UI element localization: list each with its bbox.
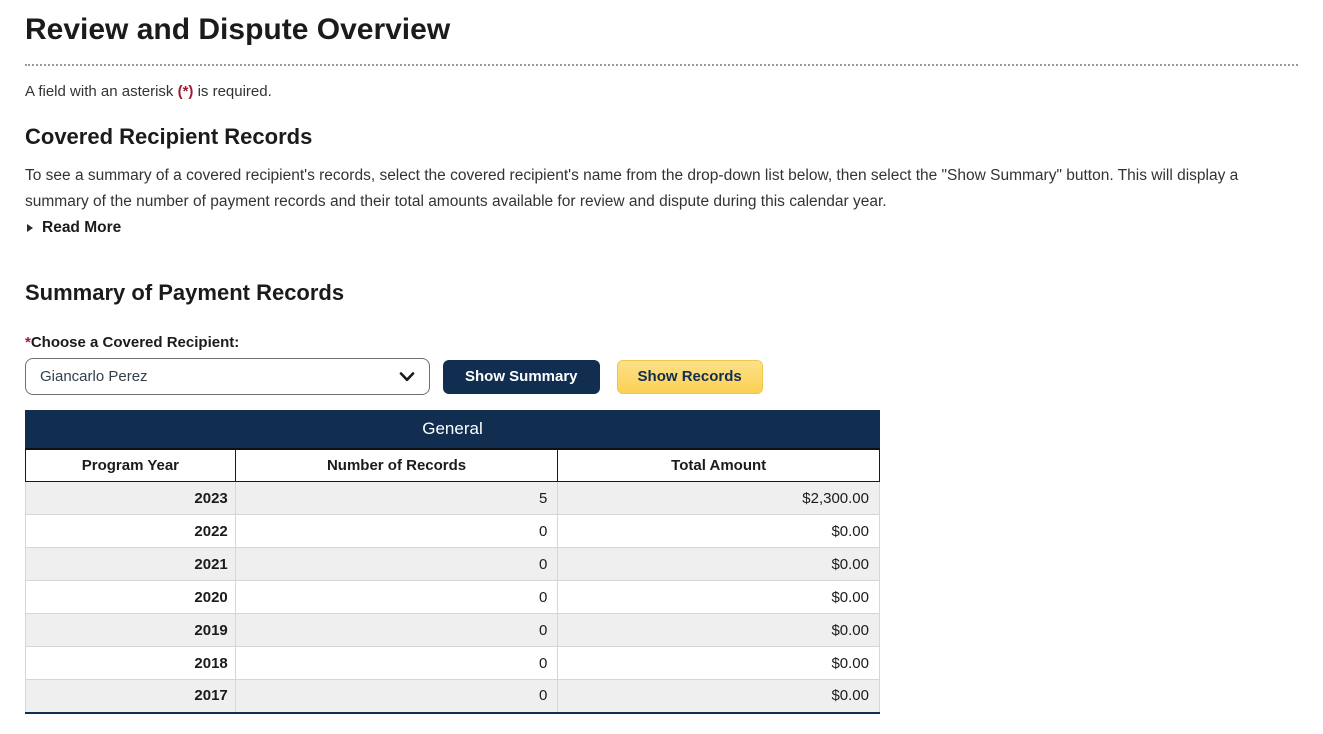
table-row: 2018 0 $0.00 (25, 646, 880, 680)
read-more-label: Read More (42, 219, 122, 236)
column-header-total-amount: Total Amount (557, 448, 880, 482)
number-of-records-cell: 0 (234, 580, 559, 614)
payment-summary-table: General Program Year Number of Records T… (25, 410, 880, 714)
number-of-records-cell: 0 (234, 547, 559, 581)
table-row: 2017 0 $0.00 (25, 679, 880, 714)
program-year-cell: 2023 (25, 481, 236, 515)
summary-of-payment-records-heading: Summary of Payment Records (25, 280, 345, 305)
table-group-header: General (25, 410, 880, 450)
total-amount-cell: $0.00 (557, 547, 880, 581)
table-column-header-row: Program Year Number of Records Total Amo… (25, 448, 880, 482)
program-year-cell: 2017 (25, 679, 236, 714)
covered-recipient-records-heading: Covered Recipient Records (25, 124, 313, 149)
program-year-cell: 2018 (25, 646, 236, 680)
program-year-cell: 2020 (25, 580, 236, 614)
number-of-records-cell: 0 (234, 514, 559, 548)
program-year-cell: 2022 (25, 514, 236, 548)
required-note-prefix: A field with an asterisk (25, 83, 178, 100)
covered-recipient-field-label: *Choose a Covered Recipient: (25, 334, 1298, 351)
covered-recipient-select[interactable]: Giancarlo Perez (25, 358, 430, 395)
show-summary-button[interactable]: Show Summary (443, 359, 600, 394)
table-row: 2023 5 $2,300.00 (25, 481, 880, 515)
number-of-records-cell: 5 (234, 481, 559, 515)
triangle-right-icon (27, 224, 33, 232)
table-row: 2020 0 $0.00 (25, 580, 880, 614)
covered-recipient-records-description: To see a summary of a covered recipient'… (25, 167, 1239, 210)
total-amount-cell: $0.00 (557, 514, 880, 548)
total-amount-cell: $0.00 (557, 679, 880, 714)
table-row: 2021 0 $0.00 (25, 547, 880, 581)
total-amount-cell: $0.00 (557, 580, 880, 614)
required-asterisk: (*) (177, 83, 194, 100)
field-label-text: Choose a Covered Recipient: (30, 334, 240, 351)
program-year-cell: 2019 (25, 613, 236, 647)
summary-controls: Giancarlo Perez Show Summary Show Record… (25, 358, 1298, 395)
required-field-note: A field with an asterisk (*) is required… (25, 83, 1298, 100)
column-header-number-of-records: Number of Records (234, 448, 559, 482)
number-of-records-cell: 0 (234, 613, 559, 647)
review-dispute-overview-page: Review and Dispute Overview A field with… (0, 12, 1323, 734)
table-row: 2022 0 $0.00 (25, 514, 880, 548)
show-records-button[interactable]: Show Records (616, 359, 763, 394)
number-of-records-cell: 0 (234, 679, 559, 714)
total-amount-cell: $2,300.00 (557, 481, 880, 515)
table-row: 2019 0 $0.00 (25, 613, 880, 647)
column-header-program-year: Program Year (25, 448, 236, 482)
table-group-header-row: General (25, 410, 880, 450)
field-required-asterisk: * (25, 334, 31, 351)
page-title: Review and Dispute Overview (25, 13, 451, 46)
total-amount-cell: $0.00 (557, 646, 880, 680)
title-divider (25, 64, 1298, 66)
total-amount-cell: $0.00 (557, 613, 880, 647)
read-more-toggle[interactable]: Read More (27, 219, 121, 237)
number-of-records-cell: 0 (234, 646, 559, 680)
selected-recipient-value: Giancarlo Perez (40, 368, 148, 385)
chevron-down-icon (399, 371, 415, 381)
program-year-cell: 2021 (25, 547, 236, 581)
required-note-suffix: is required. (193, 83, 272, 100)
